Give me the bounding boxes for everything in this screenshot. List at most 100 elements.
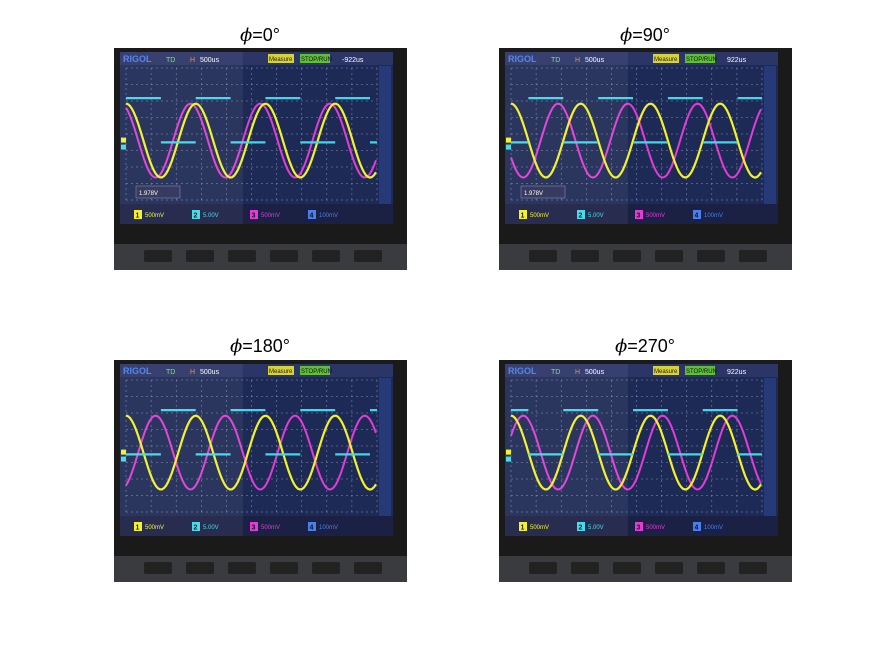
channel-1-badge [134, 210, 142, 219]
scope-svg: RIGOL TD H 500us Measure STOP/RUN -922us 1 500mV… [114, 48, 407, 270]
ch1-yellow-sine [125, 102, 377, 179]
horizontal-label: H [190, 369, 195, 376]
channel-2-badge [577, 210, 585, 219]
channel-3-number: 3 [637, 525, 641, 532]
scope-port [739, 250, 767, 262]
scope-port [529, 250, 557, 262]
channel-1-number: 1 [136, 213, 140, 220]
channel-4-badge [693, 210, 701, 219]
scope-svg: RIGOL TD H 500us Measure STOP/RUN 922us 1 500mV 2… [499, 360, 792, 582]
timebase-label: 500us [200, 369, 220, 376]
scope-port [529, 562, 557, 574]
oscilloscope-photo-270: RIGOL TD H 500us Measure STOP/RUN 922us 1 500mV 2… [499, 360, 792, 582]
ch1-marker [121, 449, 126, 455]
screen-glare [505, 364, 628, 536]
scope-port [270, 562, 298, 574]
stop-badge [300, 366, 330, 375]
measurement-box [135, 185, 181, 199]
channel-2-number: 2 [579, 525, 583, 532]
ch2-marker [506, 144, 511, 150]
channel-2-scale: 5.00V [588, 213, 604, 219]
channel-3-badge [635, 210, 643, 219]
scope-port [613, 562, 641, 574]
scope-port [270, 250, 298, 262]
channel-4-badge [308, 522, 316, 531]
scope-port [228, 250, 256, 262]
ch2-marker [506, 456, 511, 462]
ch2-marker [121, 456, 126, 462]
channel-1-badge [519, 210, 527, 219]
scope-port [613, 250, 641, 262]
channel-2-badge [577, 522, 585, 531]
channel-3-badge [250, 522, 258, 531]
channel-2-number: 2 [579, 213, 583, 220]
channel-1-badge [519, 522, 527, 531]
channel-4-number: 4 [310, 525, 314, 532]
ch3-magenta-sine [125, 414, 377, 491]
stop-label: STOP/RUN [686, 369, 717, 375]
channel-3-scale: 500mV [646, 525, 665, 531]
mode-label: TD [166, 369, 175, 376]
panel-title-0: ϕ=0° [239, 25, 281, 46]
measurement-readout: 1.978V [524, 191, 543, 197]
channel-2-number: 2 [194, 213, 198, 220]
timebase-label: 500us [585, 369, 605, 376]
ch1-yellow-sine [510, 414, 762, 491]
channel-3-badge [635, 522, 643, 531]
stop-label: STOP/RUN [686, 57, 717, 63]
ch1-marker [121, 137, 126, 143]
stop-label: STOP/RUN [301, 369, 332, 375]
channel-4-scale: 100mV [704, 525, 723, 531]
scope-port [354, 562, 382, 574]
stop-label: STOP/RUN [301, 57, 332, 63]
rigol-logo: RIGOL [508, 366, 537, 376]
ch3-magenta-sine [125, 102, 377, 179]
channel-1-scale: 500mV [530, 525, 549, 531]
stop-badge [685, 366, 715, 375]
scope-port [228, 562, 256, 574]
scope-port [739, 562, 767, 574]
horizontal-label: H [575, 369, 580, 376]
scope-port [186, 562, 214, 574]
screen-glare [505, 52, 628, 224]
rigol-logo: RIGOL [123, 54, 152, 64]
ch2-cyan-square [511, 409, 762, 456]
channel-2-badge [192, 210, 200, 219]
mode-label: TD [551, 369, 560, 376]
timebase-label: 500us [200, 57, 220, 64]
channel-2-badge [192, 522, 200, 531]
measure-badge [653, 54, 679, 63]
measure-badge [268, 366, 294, 375]
measurement-readout: 1.978V [139, 191, 158, 197]
scope-port [312, 562, 340, 574]
side-menu [764, 66, 776, 218]
ch2-cyan-square [511, 97, 762, 144]
scope-port [571, 562, 599, 574]
channel-1-scale: 500mV [145, 525, 164, 531]
screen-glare [120, 364, 243, 536]
scope-port [697, 562, 725, 574]
measure-label: Measure [654, 57, 678, 63]
ch1-marker [506, 137, 511, 143]
channel-4-scale: 100mV [319, 525, 338, 531]
scope-port [571, 250, 599, 262]
ch1-yellow-sine [125, 414, 377, 491]
ch3-magenta-sine [510, 414, 762, 491]
oscilloscope-photo-0: RIGOL TD H 500us Measure STOP/RUN -922us 1 500mV… [114, 48, 407, 270]
measurement-box [520, 185, 566, 199]
screen-glare [120, 52, 243, 224]
trigger-time-label: 922us [727, 57, 747, 64]
ch2-marker [121, 144, 126, 150]
rigol-logo: RIGOL [508, 54, 537, 64]
stop-badge [300, 54, 330, 63]
channel-1-number: 1 [521, 525, 525, 532]
channel-4-scale: 100mV [704, 213, 723, 219]
channel-1-number: 1 [136, 525, 140, 532]
channel-1-scale: 500mV [530, 213, 549, 219]
panel-title-90: ϕ=90° [619, 25, 671, 46]
scope-port [697, 250, 725, 262]
ch2-cyan-square [126, 97, 377, 144]
timebase-label: 500us [585, 57, 605, 64]
stop-badge [685, 54, 715, 63]
trigger-time-label: 922us [727, 369, 747, 376]
